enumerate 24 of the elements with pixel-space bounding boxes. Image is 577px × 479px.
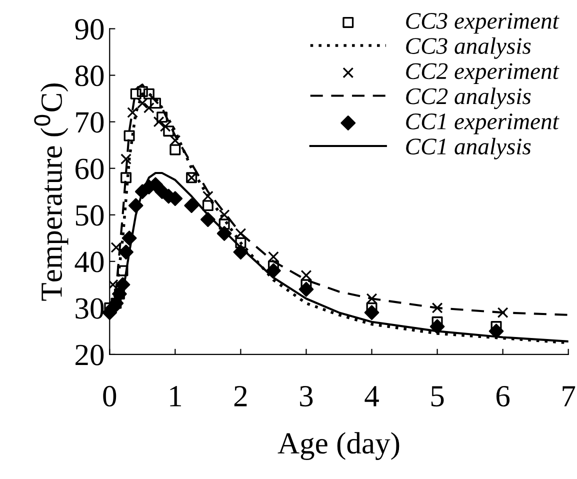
legend-label: CC2 analysis [406, 88, 531, 110]
x-tick-label: 3 [300, 386, 313, 407]
y-tick-label: 50 [76, 205, 104, 226]
x-tick-label: 1 [170, 386, 181, 406]
y-tick-label: 60 [76, 158, 104, 180]
y-tick-label: 80 [75, 66, 104, 86]
legend-label: CC3 analysis [406, 37, 531, 59]
legend-label: CC1 experiment [406, 114, 560, 134]
x-axis-title: Age (day) [278, 432, 400, 460]
y-tick-label: 70 [76, 112, 104, 133]
y-axis-title: Temperature ($^{0}$C) [34, 83, 68, 301]
x-tick-label: 0 [103, 386, 116, 407]
x-tick-label: 2 [234, 386, 247, 406]
y-tick-label: 90 [75, 19, 104, 40]
y-tick-label: 40 [74, 252, 104, 272]
legend-label: CC1 analysis [406, 138, 531, 160]
x-tick-label: 7 [562, 386, 576, 406]
y-tick-label: 30 [76, 298, 104, 319]
y-tick-label: 20 [76, 344, 104, 366]
x-tick-label: 5 [431, 386, 444, 407]
legend-label: CC3 experiment [406, 13, 560, 34]
x-tick-label: 6 [496, 386, 510, 407]
legend-label: CC2 experiment [406, 63, 560, 84]
x-tick-label: 4 [364, 386, 379, 406]
